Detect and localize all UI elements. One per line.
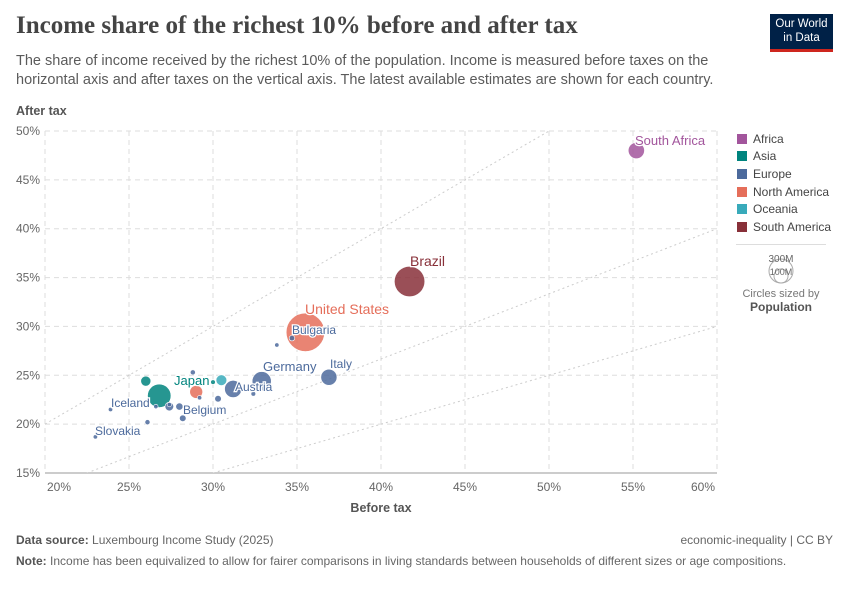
legend-item[interactable]: Europe <box>737 165 831 183</box>
legend-label: Europe <box>753 166 792 181</box>
reference-line <box>85 228 717 473</box>
size-legend-small: 100M <box>770 267 793 277</box>
data-point <box>274 342 280 348</box>
data-point <box>166 402 172 408</box>
x-tick-label: 20% <box>47 480 71 494</box>
y-tick-label: 20% <box>16 417 40 431</box>
y-tick-label: 50% <box>16 124 40 138</box>
license[interactable]: economic-inequality | CC BY <box>680 533 833 547</box>
y-tick-label: 15% <box>16 466 40 480</box>
point-label: Belgium <box>183 403 226 417</box>
x-tick-label: 30% <box>201 480 225 494</box>
legend-item[interactable]: Asia <box>737 148 831 166</box>
data-point <box>189 369 196 376</box>
legend-swatch <box>737 151 747 162</box>
y-tick-label: 30% <box>16 319 40 333</box>
legend-item[interactable]: South America <box>737 218 831 236</box>
x-tick-label: 40% <box>369 480 393 494</box>
point-label: Austria <box>235 380 273 394</box>
data-point <box>92 434 98 440</box>
point-label: Germany <box>263 359 317 374</box>
legend-label: Africa <box>753 131 784 146</box>
point-label: Iceland <box>111 396 150 410</box>
chart-title: Income share of the richest 10% before a… <box>16 12 578 39</box>
data-point <box>250 391 256 397</box>
x-tick-label: 60% <box>691 480 715 494</box>
data-point <box>285 312 325 352</box>
data-point <box>251 371 272 392</box>
y-tick-label: 40% <box>16 222 40 236</box>
legend-label: South America <box>753 219 832 234</box>
data-source[interactable]: Luxembourg Income Study (2025) <box>92 533 274 547</box>
data-point <box>224 380 243 398</box>
x-axis-label: Before tax <box>350 501 411 515</box>
legend-item[interactable]: Oceania <box>737 200 831 218</box>
legend-label: North America <box>753 184 830 199</box>
legend-swatch <box>737 133 747 144</box>
legend-swatch <box>737 204 747 215</box>
x-tick-label: 50% <box>537 480 561 494</box>
data-point <box>394 265 426 297</box>
data-point <box>215 374 228 386</box>
legend-swatch <box>737 221 747 232</box>
note: Income has been equivalized to allow for… <box>50 554 787 568</box>
x-tick-label: 25% <box>117 480 141 494</box>
data-point <box>153 404 159 410</box>
data-point <box>147 383 172 408</box>
y-axis-label: After tax <box>16 104 67 118</box>
x-tick-label: 35% <box>285 480 309 494</box>
size-legend-circles: 300M 100M <box>768 254 794 284</box>
data-point <box>210 379 216 385</box>
data-point <box>179 414 187 422</box>
legend-item[interactable]: North America <box>737 183 831 201</box>
chart-subtitle: The share of income received by the rich… <box>16 53 714 88</box>
size-legend-caption: Circles sized by <box>742 288 820 300</box>
point-label: United States <box>305 301 389 317</box>
legend-item[interactable]: Africa <box>737 130 831 148</box>
y-tick-label: 25% <box>16 368 40 382</box>
note-label: Note: <box>16 554 47 568</box>
data-point <box>140 375 152 387</box>
data-point <box>189 385 203 399</box>
size-legend: 300M 100M Circles sized by Population <box>736 244 826 314</box>
point-label: Slovakia <box>95 424 141 438</box>
point-label: Italy <box>330 357 352 371</box>
point-label: Japan <box>174 373 209 388</box>
size-legend-large: 300M <box>768 254 793 265</box>
y-tick-label: 35% <box>16 271 40 285</box>
data-point <box>627 142 645 159</box>
legend-swatch <box>737 168 747 179</box>
data-point <box>214 395 222 403</box>
source-label: Data source: <box>16 533 89 547</box>
legend-swatch <box>737 186 747 197</box>
data-point <box>320 368 338 386</box>
owid-logo[interactable]: Our World in Data <box>770 14 833 52</box>
point-label: Bulgaria <box>292 323 336 337</box>
data-point <box>175 402 184 411</box>
data-point <box>108 406 114 412</box>
data-point <box>197 395 203 401</box>
x-tick-label: 55% <box>621 480 645 494</box>
legend: Africa Asia Europe North America Oceania Sout… <box>737 130 831 236</box>
size-legend-variable: Population <box>750 300 812 314</box>
data-point <box>288 335 296 342</box>
y-tick-label: 45% <box>16 173 40 187</box>
point-label: Brazil <box>410 253 445 269</box>
x-tick-label: 45% <box>453 480 477 494</box>
legend-label: Oceania <box>753 202 798 217</box>
point-label: South Africa <box>635 133 706 148</box>
legend-label: Asia <box>753 149 777 164</box>
data-point <box>144 419 151 426</box>
